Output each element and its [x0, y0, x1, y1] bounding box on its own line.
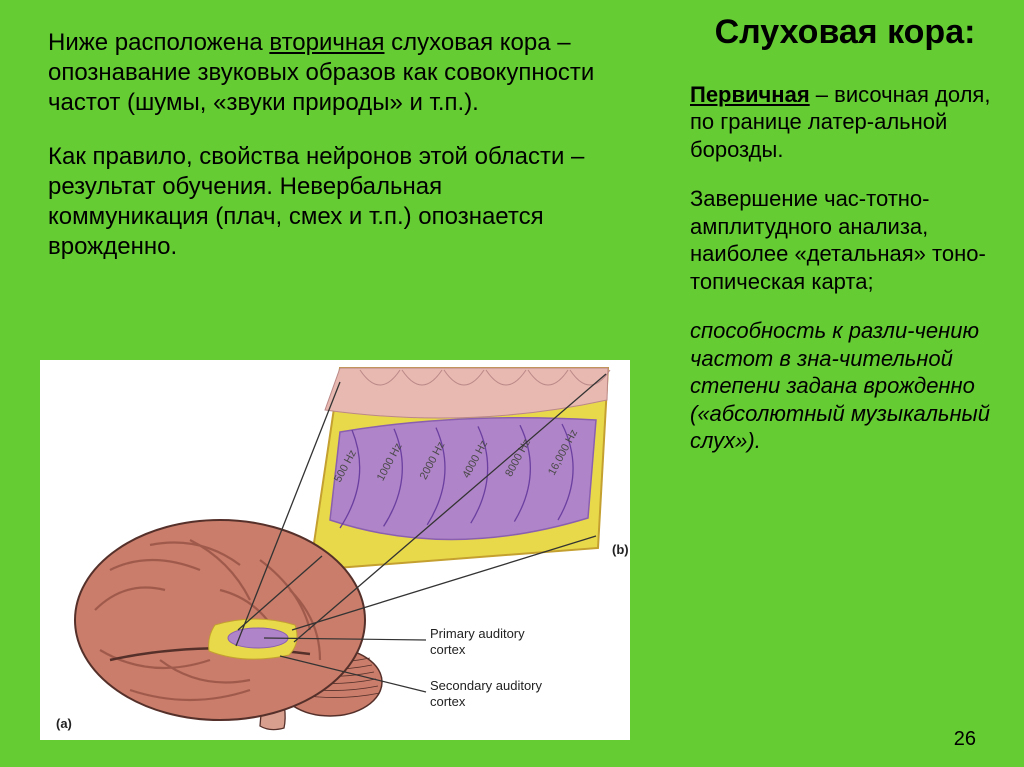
svg-text:cortex: cortex: [430, 694, 466, 709]
svg-text:cortex: cortex: [430, 642, 466, 657]
right-paragraph-2: Завершение час-тотно-амплитудного анализ…: [690, 185, 1000, 295]
p1-prefix: Ниже расположена: [48, 29, 269, 56]
anatomy-figure: 500 Hz1000 Hz2000 Hz4000 Hz8000 Hz16,000…: [40, 360, 630, 740]
left-paragraph-1: Ниже расположена вторичная слуховая кора…: [48, 28, 608, 118]
right-paragraph-1: Первичная – височная доля, по границе ла…: [690, 81, 1000, 164]
figure-svg: 500 Hz1000 Hz2000 Hz4000 Hz8000 Hz16,000…: [40, 360, 630, 740]
svg-text:Secondary auditory: Secondary auditory: [430, 678, 543, 693]
left-paragraph-2: Как правило, свойства нейронов этой обла…: [48, 142, 608, 262]
right-column: Слуховая кора: Первичная – височная доля…: [690, 12, 1000, 477]
svg-text:Primary auditory: Primary auditory: [430, 626, 525, 641]
svg-text:(a): (a): [56, 716, 72, 731]
svg-text:(b): (b): [612, 542, 629, 557]
page-number: 26: [954, 728, 976, 751]
left-column: Ниже расположена вторичная слуховая кора…: [48, 28, 608, 286]
p1-underline: вторичная: [269, 29, 384, 56]
right-paragraph-3: способность к разли-чению частот в зна-ч…: [690, 317, 1000, 455]
slide-title: Слуховая кора:: [690, 12, 1000, 53]
r1-bold: Первичная: [690, 82, 810, 107]
